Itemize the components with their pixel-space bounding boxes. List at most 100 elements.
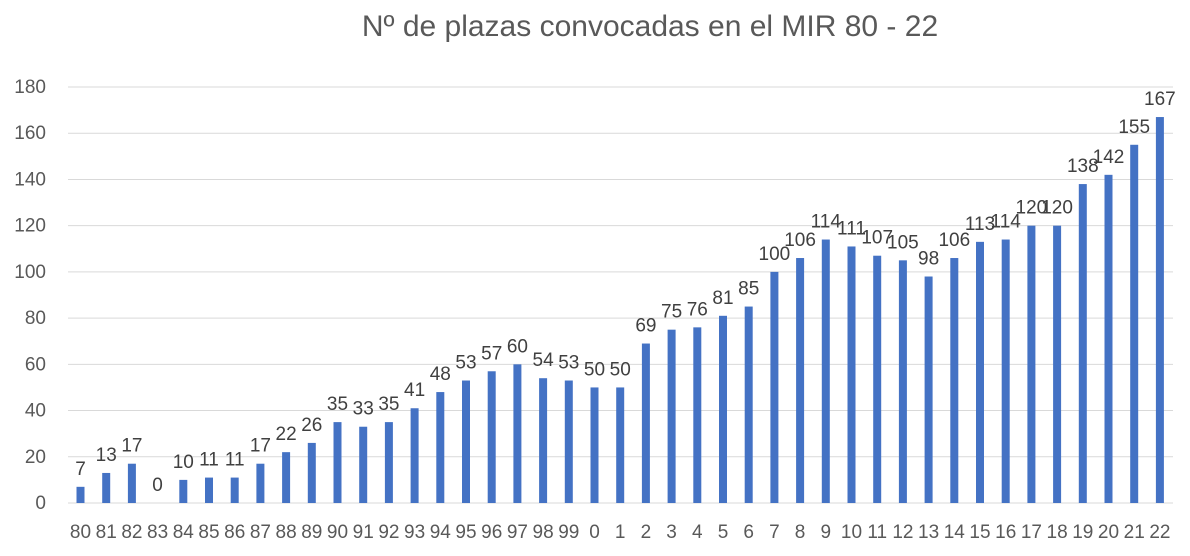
data-label: 10 xyxy=(173,452,194,473)
bar xyxy=(770,271,779,503)
data-label: 167 xyxy=(1144,89,1176,110)
bar xyxy=(976,241,984,503)
y-tick-label: 20 xyxy=(25,447,46,468)
x-tick-label: 94 xyxy=(430,522,452,543)
bar xyxy=(487,371,496,503)
data-label: 54 xyxy=(533,350,555,371)
x-tick-label: 1 xyxy=(615,522,626,543)
x-tick-label: 83 xyxy=(147,522,168,543)
x-tick-label: 21 xyxy=(1124,522,1145,543)
chart-title: Nº de plazas convocadas en el MIR 80 - 2… xyxy=(361,10,939,43)
data-label: 57 xyxy=(481,343,502,364)
bar xyxy=(513,364,522,503)
x-tick-label: 88 xyxy=(276,522,297,543)
data-label: 13 xyxy=(96,445,117,466)
x-tick-label: 6 xyxy=(743,522,754,543)
bar xyxy=(410,408,419,503)
data-label: 41 xyxy=(404,380,425,401)
x-tick-label: 96 xyxy=(481,522,502,543)
bar xyxy=(1001,239,1010,504)
data-label: 35 xyxy=(327,394,348,415)
data-label: 0 xyxy=(152,475,163,496)
data-label: 98 xyxy=(918,249,939,270)
x-tick-label: 91 xyxy=(353,522,374,543)
x-tick-label: 2 xyxy=(641,522,652,543)
data-label: 53 xyxy=(455,353,476,374)
x-tick-label: 97 xyxy=(507,522,528,543)
x-tick-label: 98 xyxy=(533,522,554,543)
data-label: 69 xyxy=(635,316,656,337)
bar xyxy=(873,255,882,503)
x-tick-label: 90 xyxy=(327,522,348,543)
data-label: 155 xyxy=(1118,117,1150,138)
data-label: 113 xyxy=(965,214,995,235)
x-tick-label: 14 xyxy=(944,522,966,543)
bar xyxy=(102,472,111,503)
data-label: 107 xyxy=(861,228,893,249)
x-tick-label: 95 xyxy=(455,522,476,543)
data-label: 7 xyxy=(75,459,86,480)
bar xyxy=(590,387,599,503)
data-label: 106 xyxy=(938,230,970,251)
x-tick-label: 93 xyxy=(404,522,425,543)
data-label: 75 xyxy=(661,302,682,323)
x-tick-label: 13 xyxy=(918,522,939,543)
bar xyxy=(230,477,239,503)
y-tick-label: 140 xyxy=(14,169,46,190)
bar xyxy=(282,452,291,503)
bar xyxy=(1078,184,1087,504)
data-label: 35 xyxy=(378,394,399,415)
data-label: 100 xyxy=(759,244,791,265)
x-tick-label: 16 xyxy=(995,522,1016,543)
data-label: 50 xyxy=(584,359,605,380)
bar xyxy=(1104,174,1113,504)
data-label: 120 xyxy=(1016,198,1048,219)
x-tick-label: 87 xyxy=(250,522,271,543)
x-tick-label: 82 xyxy=(121,522,142,543)
x-tick-label: 86 xyxy=(224,522,245,543)
x-tick-label: 3 xyxy=(666,522,677,543)
bar xyxy=(1155,117,1164,504)
bar xyxy=(641,343,650,503)
data-label: 50 xyxy=(610,359,631,380)
data-label: 48 xyxy=(430,364,451,385)
x-tick-label: 18 xyxy=(1047,522,1068,543)
bar xyxy=(205,477,213,503)
data-label: 76 xyxy=(687,299,708,320)
bar xyxy=(744,306,753,503)
data-label: 33 xyxy=(353,399,374,420)
data-label: 81 xyxy=(712,288,733,309)
bar xyxy=(1130,144,1139,503)
bar xyxy=(436,392,445,503)
y-tick-label: 160 xyxy=(14,123,46,144)
x-tick-label: 80 xyxy=(70,522,91,543)
data-label: 111 xyxy=(837,218,866,239)
x-tick-label: 19 xyxy=(1072,522,1093,543)
bar xyxy=(462,380,470,503)
x-tick-label: 5 xyxy=(718,522,729,543)
x-tick-label: 8 xyxy=(795,522,806,543)
y-tick-label: 100 xyxy=(14,262,46,283)
data-label: 53 xyxy=(558,353,579,374)
y-tick-label: 80 xyxy=(25,308,46,329)
bar xyxy=(384,422,393,503)
data-label: 26 xyxy=(301,415,322,436)
data-label: 60 xyxy=(507,336,528,357)
data-label: 11 xyxy=(199,450,219,471)
x-tick-label: 81 xyxy=(96,522,117,543)
x-tick-label: 17 xyxy=(1021,522,1042,543)
x-tick-label: 15 xyxy=(969,522,990,543)
x-tick-label: 0 xyxy=(589,522,600,543)
y-tick-label: 60 xyxy=(25,354,46,375)
x-tick-label: 12 xyxy=(892,522,913,543)
bar xyxy=(359,426,368,503)
bar xyxy=(539,378,548,503)
x-tick-label: 11 xyxy=(867,522,887,543)
data-label: 17 xyxy=(250,436,271,457)
bar xyxy=(179,479,188,503)
bar xyxy=(76,486,85,503)
bar xyxy=(847,246,856,503)
bar xyxy=(950,258,959,503)
x-tick-label: 7 xyxy=(769,522,780,543)
data-label: 142 xyxy=(1093,147,1125,168)
